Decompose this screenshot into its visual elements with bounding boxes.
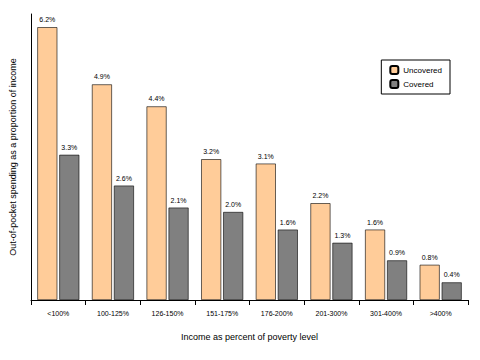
svg-text:3.3%: 3.3% bbox=[61, 144, 77, 151]
svg-text:1.6%: 1.6% bbox=[367, 219, 383, 226]
svg-text:2.1%: 2.1% bbox=[171, 197, 187, 204]
svg-text:Uncovered: Uncovered bbox=[403, 66, 442, 75]
svg-text:2.0%: 2.0% bbox=[225, 201, 241, 208]
svg-text:151-175%: 151-175% bbox=[206, 310, 238, 317]
svg-text:Income as percent of poverty l: Income as percent of poverty level bbox=[181, 332, 318, 342]
svg-text:>400%: >400% bbox=[430, 310, 452, 317]
svg-text:176-200%: 176-200% bbox=[261, 310, 293, 317]
svg-text:0.4%: 0.4% bbox=[444, 271, 460, 278]
svg-text:0.9%: 0.9% bbox=[389, 249, 405, 256]
svg-text:4.9%: 4.9% bbox=[94, 73, 110, 80]
svg-text:3.2%: 3.2% bbox=[203, 148, 219, 155]
svg-text:4.4%: 4.4% bbox=[149, 95, 165, 102]
svg-text:1.6%: 1.6% bbox=[280, 219, 296, 226]
svg-text:2.6%: 2.6% bbox=[116, 175, 132, 182]
svg-text:0.8%: 0.8% bbox=[422, 254, 438, 261]
svg-text:Out-of-pocket spending as a pr: Out-of-pocket spending as a proportion o… bbox=[8, 58, 18, 256]
svg-text:1.3%: 1.3% bbox=[334, 232, 350, 239]
svg-text:<100%: <100% bbox=[47, 310, 69, 317]
svg-text:6.2%: 6.2% bbox=[39, 16, 55, 23]
svg-text:201-300%: 201-300% bbox=[315, 310, 347, 317]
svg-text:Covered: Covered bbox=[403, 80, 433, 89]
svg-text:126-150%: 126-150% bbox=[152, 310, 184, 317]
svg-text:301-400%: 301-400% bbox=[370, 310, 402, 317]
svg-text:100-125%: 100-125% bbox=[97, 310, 129, 317]
svg-text:2.2%: 2.2% bbox=[312, 192, 328, 199]
svg-text:3.1%: 3.1% bbox=[258, 153, 274, 160]
